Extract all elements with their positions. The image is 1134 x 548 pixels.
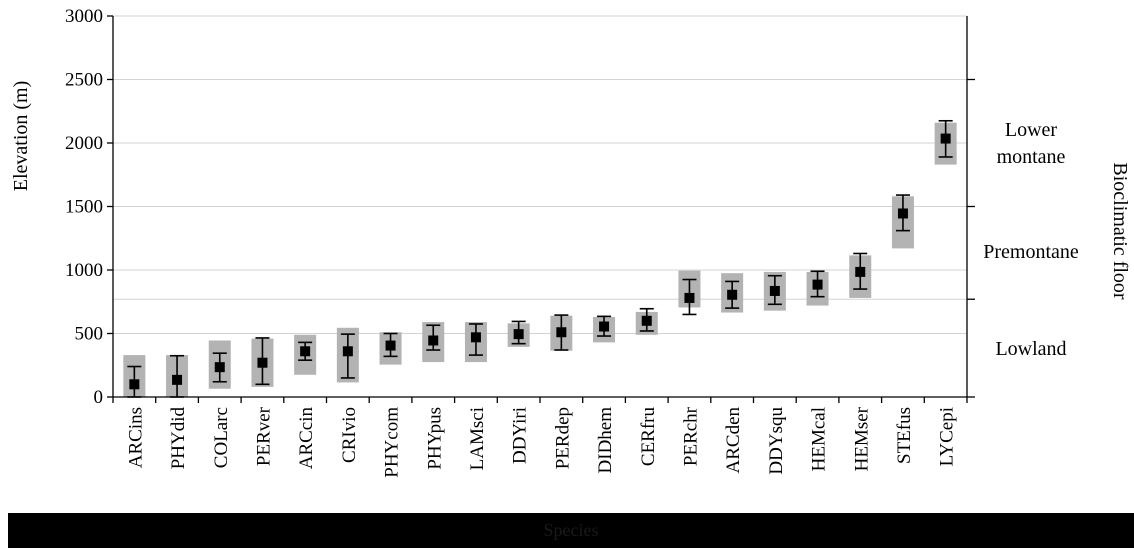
y-tick-label: 2500 bbox=[65, 70, 103, 91]
right-axis-title: Bioclimatic floor bbox=[1109, 162, 1131, 300]
mean-marker bbox=[257, 357, 268, 368]
floor-label-premontane: Premontane bbox=[983, 241, 1079, 263]
y-tick-label: 3000 bbox=[65, 6, 103, 27]
x-tick-label: HEMcal bbox=[809, 407, 830, 471]
mean-marker bbox=[342, 346, 353, 357]
mean-marker bbox=[214, 362, 225, 373]
mean-marker bbox=[599, 321, 610, 332]
mean-marker bbox=[470, 332, 481, 343]
axes bbox=[107, 15, 975, 403]
mean-marker bbox=[812, 279, 823, 290]
chart: 0 500 1000 1500 2000 2500 3000 ARCins PHYdid COL… bbox=[10, 6, 1131, 478]
x-tick-label: COLarc bbox=[211, 407, 232, 468]
mean-marker bbox=[172, 374, 183, 385]
x-tick-label: PHYpus bbox=[424, 407, 445, 470]
x-tick-label: ARCins bbox=[125, 407, 146, 468]
x-tick-label: STEfus bbox=[894, 407, 915, 464]
mean-marker bbox=[428, 335, 439, 346]
mean-marker bbox=[727, 289, 738, 300]
x-axis-title: Species bbox=[543, 520, 599, 540]
mean-marker bbox=[940, 133, 951, 144]
mean-marker bbox=[556, 327, 567, 338]
mean-marker bbox=[769, 285, 780, 296]
mean-marker bbox=[641, 315, 652, 326]
x-tick-label: PERver bbox=[253, 406, 274, 466]
bioclimatic-floor-labels: Lowland Premontane Lower montane bbox=[983, 119, 1079, 360]
x-tick-label: PHYcom bbox=[382, 407, 403, 478]
error-bars bbox=[127, 119, 953, 398]
x-tick-label: LYCepi bbox=[937, 407, 958, 466]
x-tick-label: DIDhem bbox=[595, 407, 616, 474]
x-tick-label: PERchr bbox=[680, 406, 701, 466]
x-axis-title-bar: Species bbox=[8, 513, 1134, 548]
mean-marker bbox=[684, 292, 695, 303]
mean-marker bbox=[513, 329, 524, 340]
x-tick-label: CRIvio bbox=[339, 407, 360, 463]
x-tick-labels: ARCins PHYdid COLarc PERver ARCcin CRIvio PHYc… bbox=[125, 406, 957, 477]
grid-lines bbox=[113, 15, 967, 334]
y-tick-label: 1000 bbox=[65, 260, 103, 281]
x-tick-label: CERfru bbox=[638, 407, 659, 467]
floor-label-lowland: Lowland bbox=[995, 338, 1066, 360]
mean-marker bbox=[855, 266, 866, 277]
mean-marker bbox=[300, 346, 311, 357]
mean-marker bbox=[897, 208, 908, 219]
y-tick-labels: 0 500 1000 1500 2000 2500 3000 bbox=[65, 6, 103, 408]
x-tick-label: DDYiri bbox=[510, 407, 531, 464]
range-boxes bbox=[123, 122, 957, 397]
y-axis-title: Elevation (m) bbox=[10, 81, 32, 192]
floor-label-lower-montane: Lower bbox=[1005, 119, 1058, 141]
x-tick-label: LAMsci bbox=[467, 407, 488, 470]
y-tick-label: 1500 bbox=[65, 197, 103, 218]
y-tick-label: 500 bbox=[75, 324, 104, 345]
mean-marker bbox=[385, 340, 396, 351]
x-tick-label: ARCcin bbox=[296, 407, 317, 470]
floor-label-lower-montane: montane bbox=[997, 146, 1066, 168]
x-tick-label: DDYsqu bbox=[766, 407, 787, 475]
y-tick-label: 2000 bbox=[65, 133, 103, 154]
mean-markers bbox=[129, 133, 951, 390]
y-tick-label: 0 bbox=[94, 387, 104, 408]
x-tick-label: PHYdid bbox=[168, 407, 189, 470]
x-tick-label: PERdep bbox=[552, 407, 573, 469]
x-tick-label: HEMser bbox=[851, 406, 872, 471]
mean-marker bbox=[129, 379, 140, 390]
x-tick-label: ARCden bbox=[723, 407, 744, 474]
